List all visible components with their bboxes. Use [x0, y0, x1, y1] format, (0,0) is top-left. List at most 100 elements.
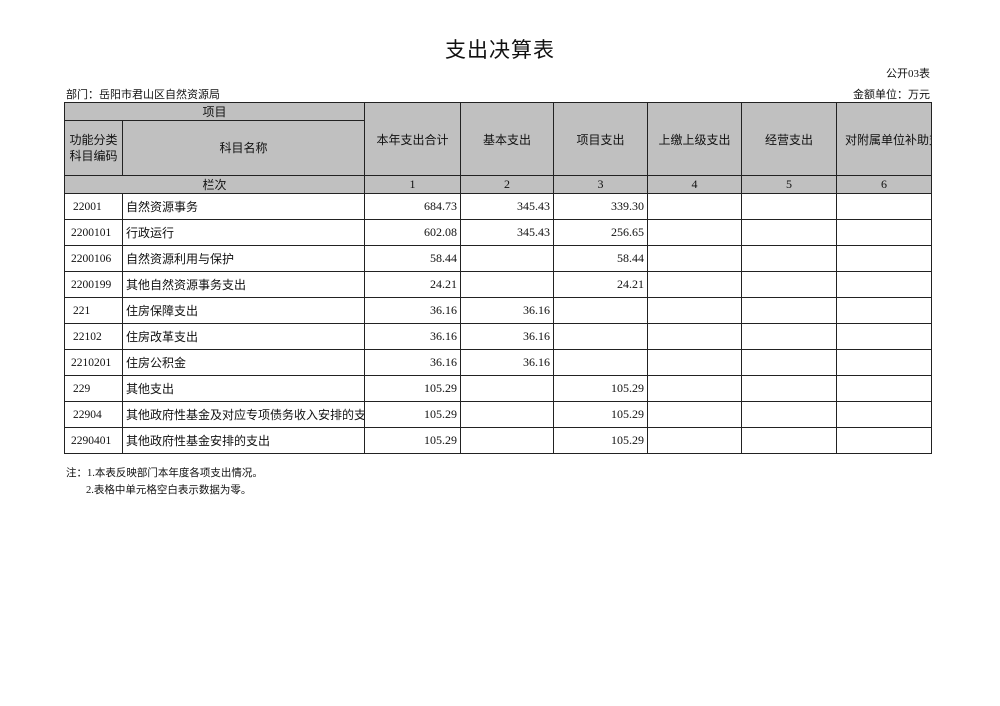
column-number: 2: [460, 175, 555, 194]
subject-name: 自然资源事务: [121, 193, 366, 220]
amount-cell: 36.16: [364, 297, 462, 324]
header-row-label: 栏次: [63, 175, 366, 194]
amount-cell: [741, 349, 838, 376]
note-2: 2.表格中单元格空白表示数据为零。: [86, 485, 252, 496]
header-code: 功能分类科目编码: [64, 120, 123, 176]
amount-cell: [647, 349, 743, 376]
subject-name: 住房保障支出: [121, 297, 366, 324]
amount-cell: [460, 375, 555, 402]
table-row: 22102 住房改革支出 36.16 36.16: [64, 323, 933, 350]
amount-cell: 105.29: [364, 375, 462, 402]
amount-cell: [553, 297, 649, 324]
amount-cell: 602.08: [364, 219, 462, 246]
page-title: 支出决算表: [445, 38, 555, 62]
amount-cell: 105.29: [364, 427, 462, 454]
amount-cell: [647, 375, 743, 402]
amount-cell: [647, 271, 743, 298]
amount-cell: [460, 271, 555, 298]
function-code: 22904: [64, 401, 123, 428]
amount-cell: [741, 245, 838, 272]
amount-cell: 105.29: [553, 375, 649, 402]
note-1: 注：1.本表反映部门本年度各项支出情况。: [66, 468, 263, 479]
amount-cell: [647, 401, 743, 428]
header-item: 项目: [63, 102, 366, 121]
subject-name: 其他政府性基金安排的支出: [121, 427, 366, 454]
amount-cell: 339.30: [553, 193, 649, 220]
header-name: 科目名称: [121, 120, 366, 176]
function-code: 22102: [64, 323, 123, 350]
amount-cell: 105.29: [364, 401, 462, 428]
amount-cell: [647, 193, 743, 220]
department-label: 部门：岳阳市君山区自然资源局: [66, 89, 220, 101]
amount-cell: [647, 245, 743, 272]
table-row: 2200106 自然资源利用与保护 58.44 58.44: [64, 245, 933, 272]
amount-cell: 105.29: [553, 427, 649, 454]
amount-cell: [647, 323, 743, 350]
function-code: 229: [64, 375, 123, 402]
subject-name: 其他政府性基金及对应专项债务收入安排的支出: [121, 401, 366, 428]
amount-cell: 36.16: [460, 323, 555, 350]
column-number: 5: [741, 175, 838, 194]
amount-cell: 684.73: [364, 193, 462, 220]
amount-cell: [741, 375, 838, 402]
notes: 注：1.本表反映部门本年度各项支出情况。 2.表格中单元格空白表示数据为零。: [66, 465, 263, 499]
amount-cell: [647, 297, 743, 324]
subject-name: 其他支出: [121, 375, 366, 402]
amount-cell: [460, 427, 555, 454]
amount-cell: [836, 349, 933, 376]
amount-cell: [836, 245, 933, 272]
header-col-4: 上缴上级支出: [647, 102, 743, 176]
amount-cell: 36.16: [460, 297, 555, 324]
function-code: 2200106: [64, 245, 123, 272]
form-number: 公开03表: [886, 68, 930, 80]
amount-cell: [553, 323, 649, 350]
amount-cell: 24.21: [553, 271, 649, 298]
table-row: 2210201 住房公积金 36.16 36.16: [64, 349, 933, 376]
header-col-2: 基本支出: [460, 102, 555, 176]
amount-cell: [741, 219, 838, 246]
amount-cell: 345.43: [460, 219, 555, 246]
amount-cell: [741, 323, 838, 350]
amount-cell: [836, 193, 933, 220]
table-row: 22001 自然资源事务 684.73 345.43 339.30: [64, 193, 933, 220]
function-code: 22001: [64, 193, 123, 220]
column-number: 6: [836, 175, 933, 194]
amount-cell: [741, 297, 838, 324]
column-number: 4: [647, 175, 743, 194]
amount-cell: [741, 193, 838, 220]
subject-name: 住房公积金: [121, 349, 366, 376]
amount-cell: [836, 401, 933, 428]
table-row: 2290401 其他政府性基金安排的支出 105.29 105.29: [64, 427, 933, 454]
amount-cell: 24.21: [364, 271, 462, 298]
function-code: 2210201: [64, 349, 123, 376]
function-code: 2200199: [64, 271, 123, 298]
amount-cell: 36.16: [460, 349, 555, 376]
unit-label: 金额单位：万元: [853, 89, 930, 101]
expenditure-table: 项目 本年支出合计 基本支出 项目支出 上缴上级支出 经营支出 对附属单位补助支…: [63, 102, 933, 454]
amount-cell: [460, 245, 555, 272]
amount-cell: [836, 323, 933, 350]
amount-cell: 58.44: [364, 245, 462, 272]
table-row: 229 其他支出 105.29 105.29: [64, 375, 933, 402]
amount-cell: [553, 349, 649, 376]
header-col-1: 本年支出合计: [364, 102, 462, 176]
amount-cell: [836, 271, 933, 298]
amount-cell: 36.16: [364, 349, 462, 376]
subject-name: 自然资源利用与保护: [121, 245, 366, 272]
table-row: 22904 其他政府性基金及对应专项债务收入安排的支出 105.29 105.29: [64, 401, 933, 428]
amount-cell: [741, 271, 838, 298]
function-code: 2200101: [64, 219, 123, 246]
column-number: 1: [364, 175, 462, 194]
subject-name: 住房改革支出: [121, 323, 366, 350]
function-code: 221: [64, 297, 123, 324]
subject-name: 其他自然资源事务支出: [121, 271, 366, 298]
table-row: 2200199 其他自然资源事务支出 24.21 24.21: [64, 271, 933, 298]
header-col-5: 经营支出: [741, 102, 838, 176]
amount-cell: [836, 219, 933, 246]
table-row: 2200101 行政运行 602.08 345.43 256.65: [64, 219, 933, 246]
amount-cell: 58.44: [553, 245, 649, 272]
header-col-6: 对附属单位补助支出: [836, 102, 933, 176]
amount-cell: [647, 219, 743, 246]
column-number: 3: [553, 175, 649, 194]
subject-name: 行政运行: [121, 219, 366, 246]
